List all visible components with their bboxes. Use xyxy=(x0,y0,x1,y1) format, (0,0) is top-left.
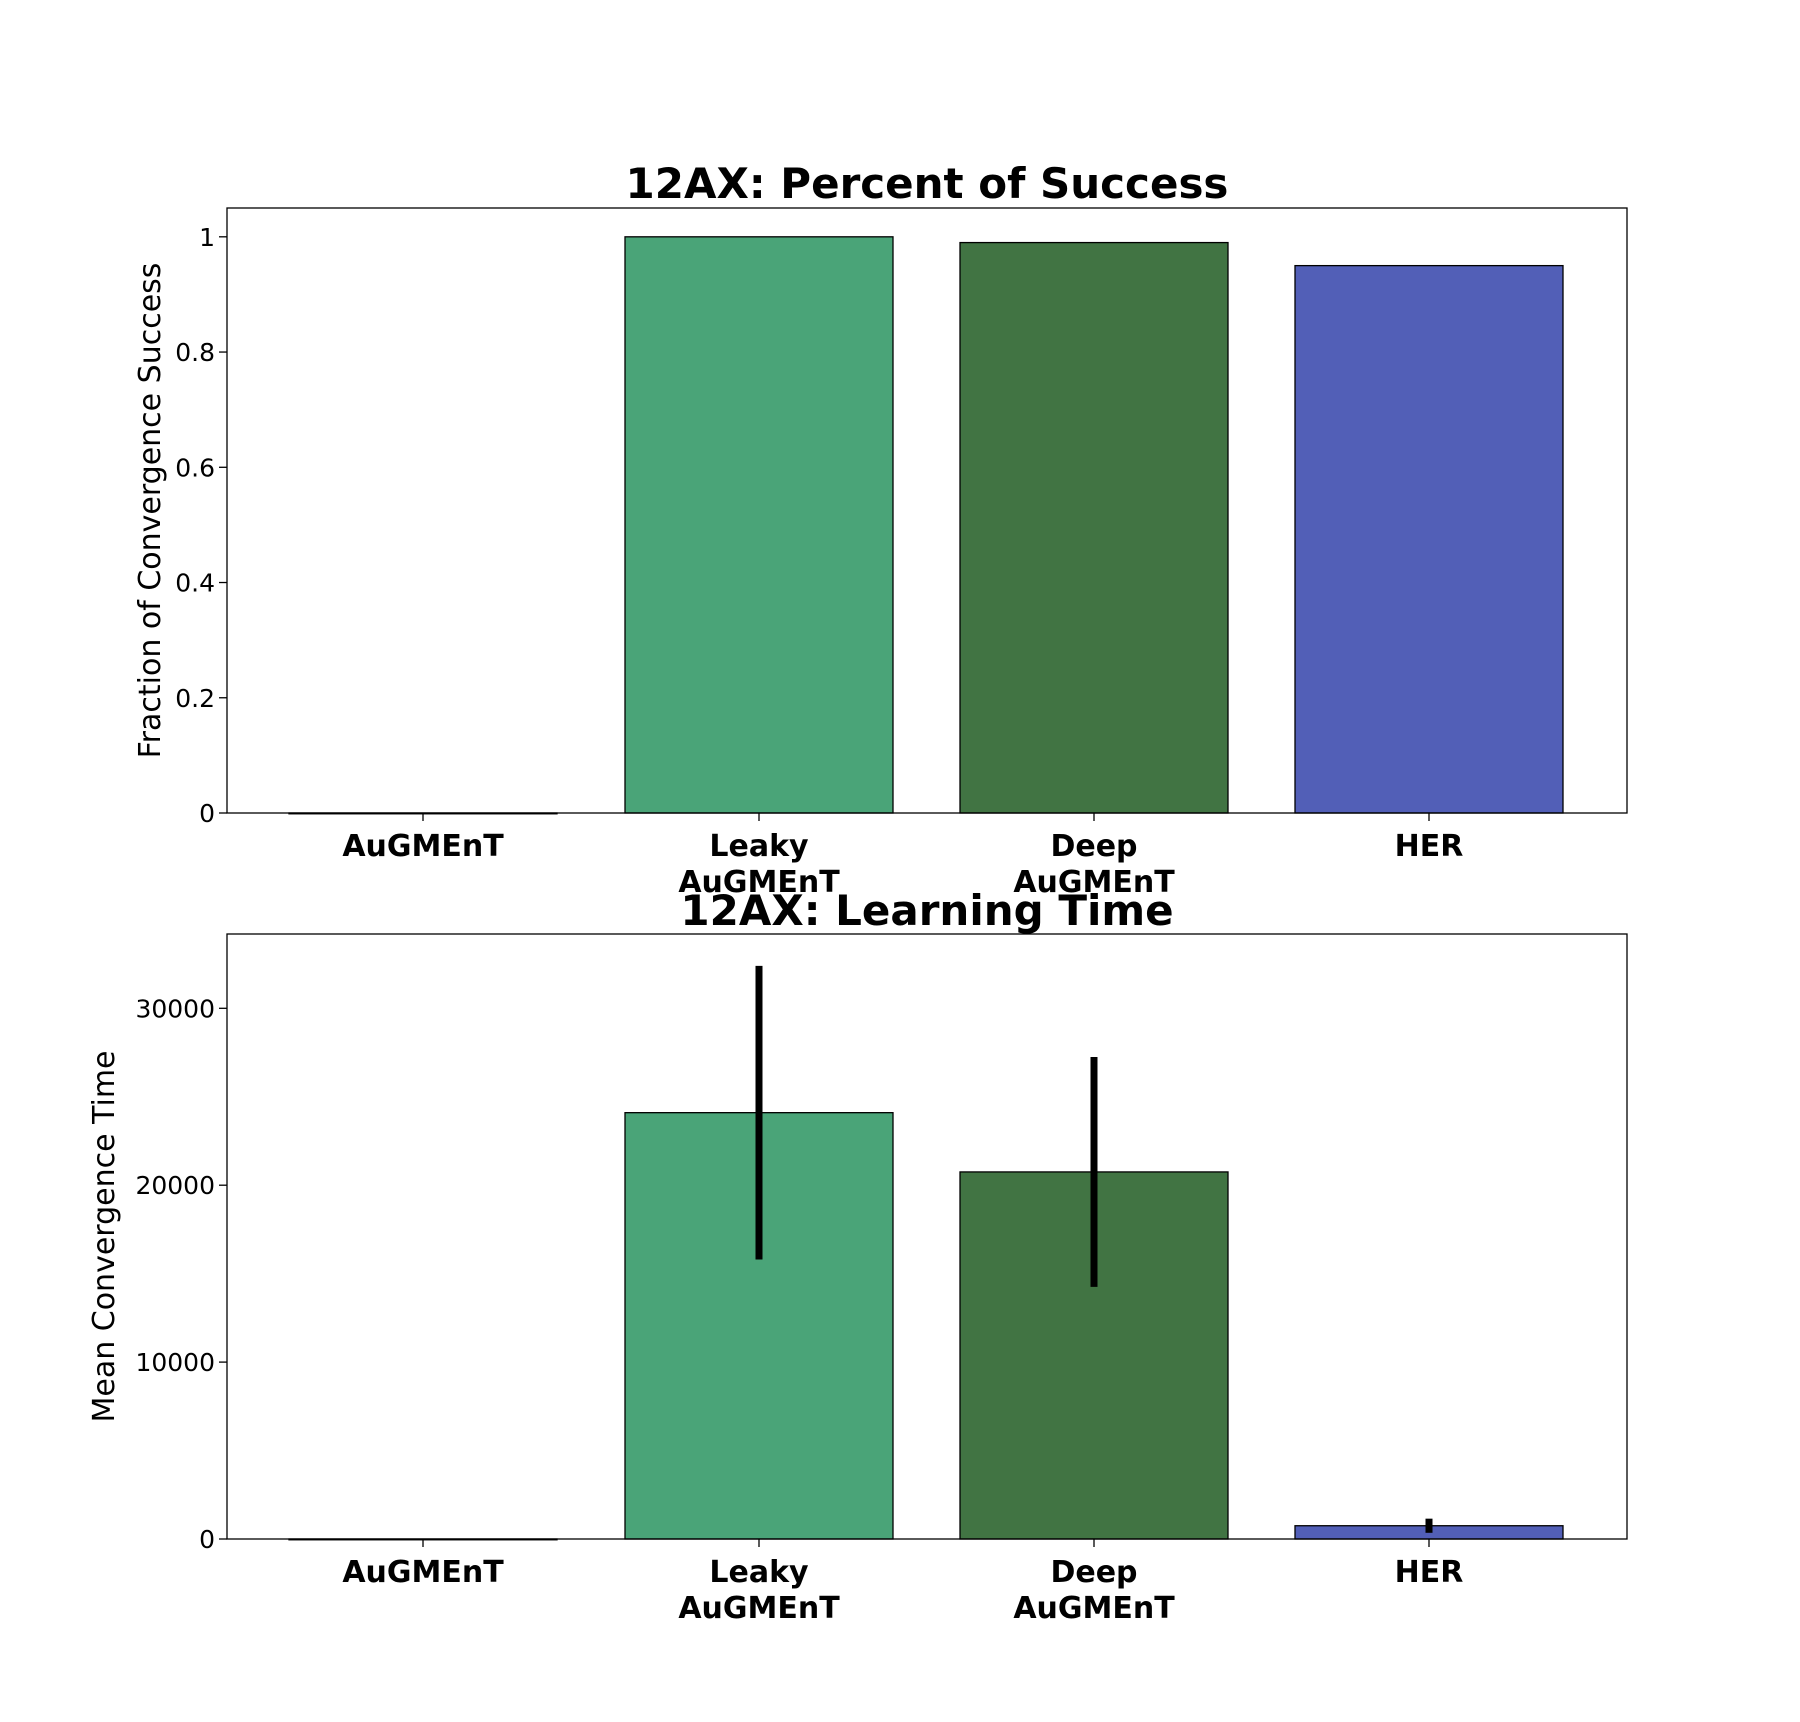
y-tick-label: 1 xyxy=(199,223,215,252)
x-tick-label: Leaky AuGMEnT xyxy=(678,829,840,900)
axes-frame xyxy=(226,933,1628,1540)
y-tick-label: 0 xyxy=(199,799,215,828)
axes-frame xyxy=(226,207,1628,814)
y-tick-label: 10000 xyxy=(135,1348,215,1377)
chart-title: 12AX: Learning Time xyxy=(680,886,1173,935)
x-tick-label: HER xyxy=(1395,829,1464,864)
x-tick-label: Deep AuGMEnT xyxy=(1013,829,1175,900)
y-tick-label: 30000 xyxy=(135,994,215,1023)
y-tick-label: 0.2 xyxy=(175,684,215,713)
chart-title: 12AX: Percent of Success xyxy=(626,159,1229,208)
y-axis-label: Mean Convergence Time xyxy=(87,1050,122,1422)
x-tick-label: HER xyxy=(1395,1555,1464,1590)
y-tick-label: 20000 xyxy=(135,1171,215,1200)
y-tick-label: 0.8 xyxy=(175,338,215,367)
x-tick-label: Deep AuGMEnT xyxy=(1013,1555,1175,1626)
bar-1 xyxy=(624,236,894,814)
y-axis-label: Fraction of Convergence Success xyxy=(133,263,168,759)
x-tick-label: Leaky AuGMEnT xyxy=(678,1555,840,1626)
x-tick-label: AuGMEnT xyxy=(342,1555,504,1590)
bar-2 xyxy=(959,241,1229,814)
y-tick-label: 0 xyxy=(199,1525,215,1554)
success-chart: 12AX: Percent of Success Fraction of Conv… xyxy=(133,159,1628,900)
bar-3 xyxy=(1294,264,1564,814)
y-tick-label: 0.6 xyxy=(175,453,215,482)
y-tick-label: 0.4 xyxy=(175,569,215,598)
learning-time-chart: 12AX: Learning Time Mean Convergence Time… xyxy=(87,886,1628,1626)
x-tick-label: AuGMEnT xyxy=(342,829,504,864)
